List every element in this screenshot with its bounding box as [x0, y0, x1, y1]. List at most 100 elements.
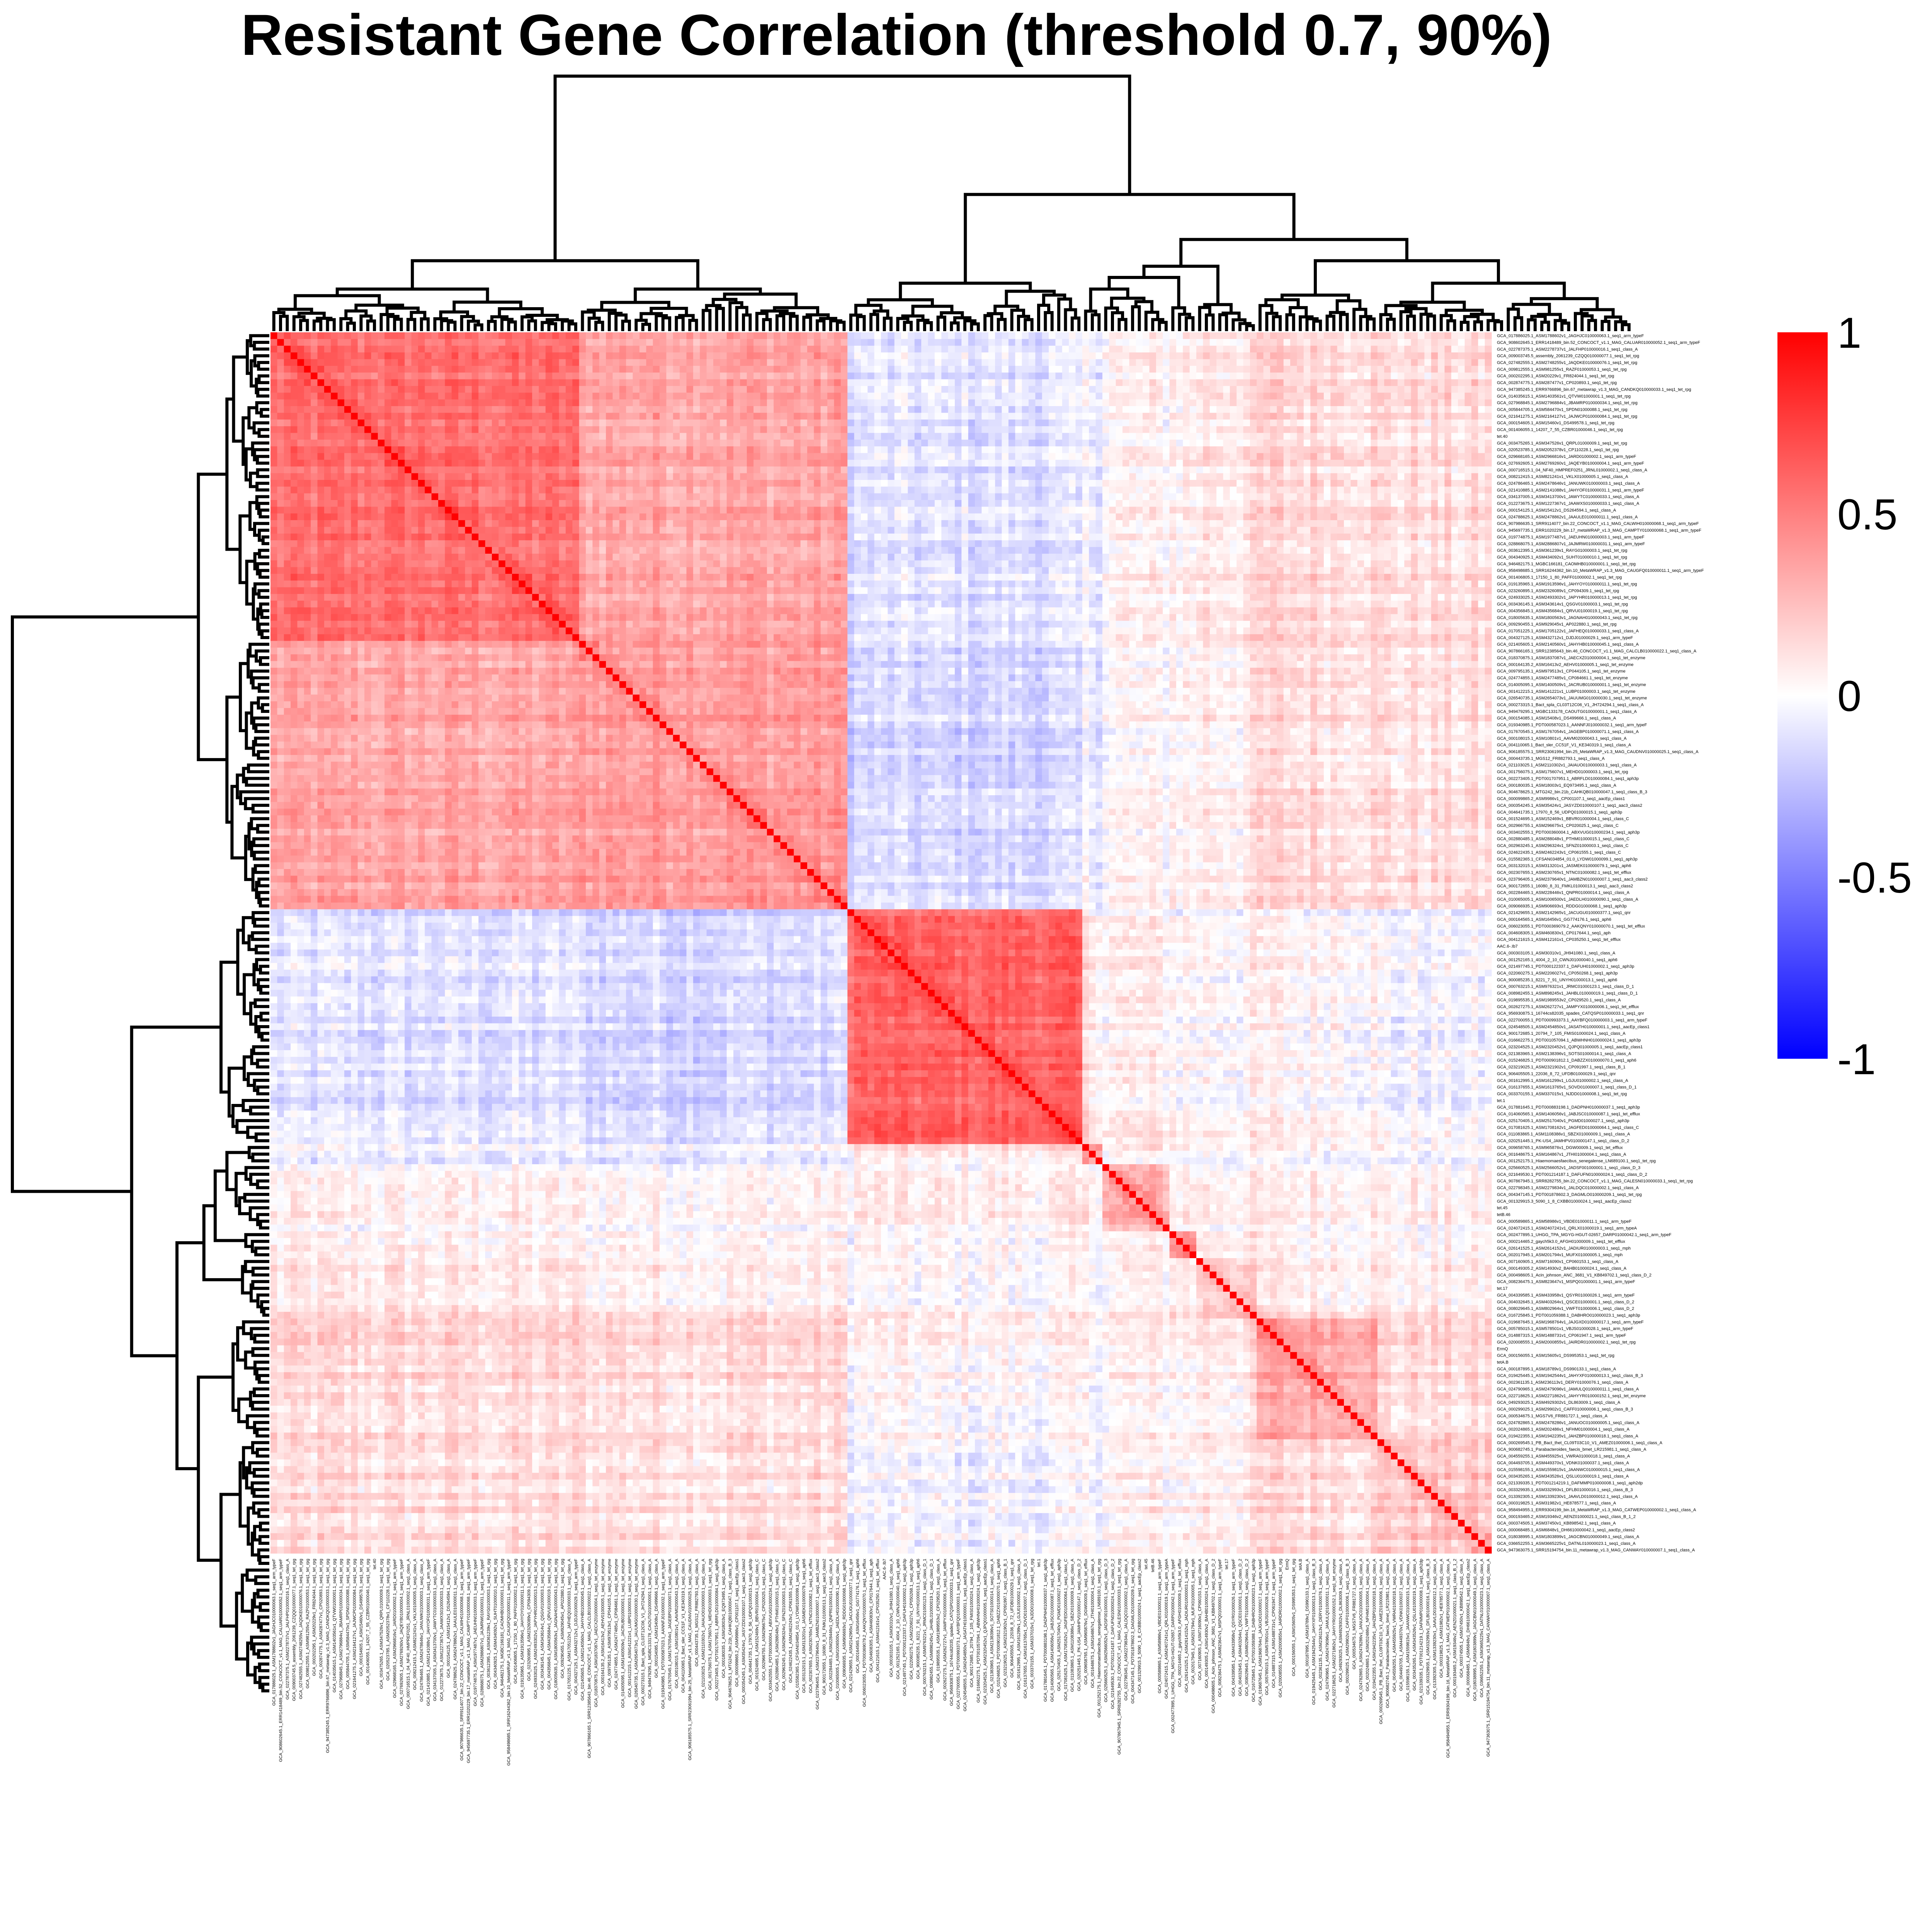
heatmap-cell: [693, 400, 700, 406]
heatmap-cell: [753, 352, 760, 359]
heatmap-cell: [458, 400, 465, 406]
heatmap-cell: [781, 332, 787, 339]
heatmap-cell: [1364, 413, 1371, 420]
heatmap-cell: [559, 406, 566, 413]
heatmap-cell: [995, 386, 1002, 393]
heatmap-cell: [1411, 346, 1418, 353]
heatmap-cell: [438, 346, 445, 353]
heatmap-cell: [1236, 372, 1243, 379]
heatmap-cell: [867, 332, 874, 339]
heatmap-cell: [1015, 386, 1022, 393]
heatmap-cell: [1096, 352, 1103, 359]
heatmap-cell: [881, 413, 888, 420]
heatmap-cell: [1398, 379, 1405, 386]
heatmap-cell: [351, 372, 358, 379]
heatmap-cell: [995, 339, 1002, 346]
heatmap-cell: [767, 366, 774, 373]
heatmap-cell: [1203, 426, 1210, 433]
heatmap-cell: [895, 426, 901, 433]
heatmap-cell: [713, 386, 720, 393]
heatmap-cell: [1317, 379, 1324, 386]
heatmap-cell: [881, 386, 888, 393]
heatmap-cell: [418, 352, 425, 359]
heatmap-cell: [1324, 406, 1331, 413]
heatmap-cell: [1190, 332, 1197, 339]
heatmap-cell: [612, 440, 619, 447]
heatmap-cell: [968, 406, 975, 413]
heatmap-cell: [1297, 406, 1304, 413]
heatmap-cell: [821, 332, 828, 339]
heatmap-cell: [1471, 413, 1478, 420]
heatmap-cell: [680, 393, 687, 400]
heatmap-cell: [1465, 379, 1472, 386]
heatmap-cell: [727, 352, 734, 359]
heatmap-cell: [358, 393, 365, 400]
heatmap-cell: [961, 366, 968, 373]
heatmap-cell: [1022, 359, 1029, 366]
heatmap-cell: [1156, 386, 1163, 393]
heatmap-cell: [995, 420, 1002, 427]
heatmap-cell: [1404, 400, 1411, 406]
heatmap-cell: [391, 379, 398, 386]
heatmap-cell: [465, 440, 472, 447]
heatmap-cell: [1223, 359, 1230, 366]
heatmap-cell: [546, 352, 553, 359]
heatmap-cell: [291, 433, 298, 440]
heatmap-cell: [1156, 379, 1163, 386]
heatmap-cell: [619, 386, 626, 393]
heatmap-cell: [1391, 372, 1398, 379]
heatmap-cell: [1317, 372, 1324, 379]
heatmap-cell: [432, 332, 439, 339]
heatmap-cell: [841, 359, 848, 366]
heatmap-cell: [1216, 413, 1223, 420]
heatmap-cell: [599, 346, 606, 353]
heatmap-cell: [995, 406, 1002, 413]
heatmap-cell: [344, 372, 351, 379]
heatmap-cell: [566, 426, 573, 433]
heatmap-cell: [1350, 386, 1357, 393]
heatmap-cell: [680, 406, 687, 413]
heatmap-cell: [552, 400, 559, 406]
heatmap-cell: [1458, 332, 1465, 339]
heatmap-cell: [747, 379, 754, 386]
heatmap-cell: [854, 339, 861, 346]
heatmap-cell: [324, 346, 331, 353]
heatmap-cell: [867, 346, 874, 353]
heatmap-cell: [713, 433, 720, 440]
heatmap-cell: [612, 420, 619, 427]
heatmap-cell: [1371, 433, 1378, 440]
heatmap-cell: [1277, 339, 1284, 346]
heatmap-cell: [351, 346, 358, 353]
heatmap-cell: [445, 379, 452, 386]
heatmap-cell: [505, 400, 512, 406]
heatmap-cell: [834, 386, 841, 393]
heatmap-cell: [821, 366, 828, 373]
heatmap-cell: [1297, 372, 1304, 379]
heatmap-cell: [445, 386, 452, 393]
heatmap-cell: [935, 413, 942, 420]
heatmap-cell: [1478, 339, 1485, 346]
heatmap-cell: [1109, 379, 1116, 386]
heatmap-cell: [821, 372, 828, 379]
heatmap-cell: [666, 372, 673, 379]
heatmap-cell: [1418, 426, 1425, 433]
heatmap-cell: [351, 386, 358, 393]
heatmap-cell: [452, 420, 459, 427]
heatmap-cell: [398, 366, 405, 373]
heatmap-cell: [526, 393, 532, 400]
heatmap-cell: [988, 400, 995, 406]
heatmap-cell: [1190, 426, 1197, 433]
heatmap-cell: [760, 359, 767, 366]
heatmap-cell: [895, 400, 901, 406]
heatmap-cell: [1411, 393, 1418, 400]
heatmap-cell: [1216, 372, 1223, 379]
heatmap-cell: [781, 400, 787, 406]
heatmap-cell: [1330, 393, 1337, 400]
heatmap-cell: [532, 393, 539, 400]
heatmap-cell: [720, 332, 727, 339]
heatmap-cell: [1210, 433, 1217, 440]
heatmap-cell: [586, 400, 593, 406]
heatmap-cell: [277, 366, 284, 373]
heatmap-cell: [559, 379, 566, 386]
heatmap-cell: [1398, 359, 1405, 366]
